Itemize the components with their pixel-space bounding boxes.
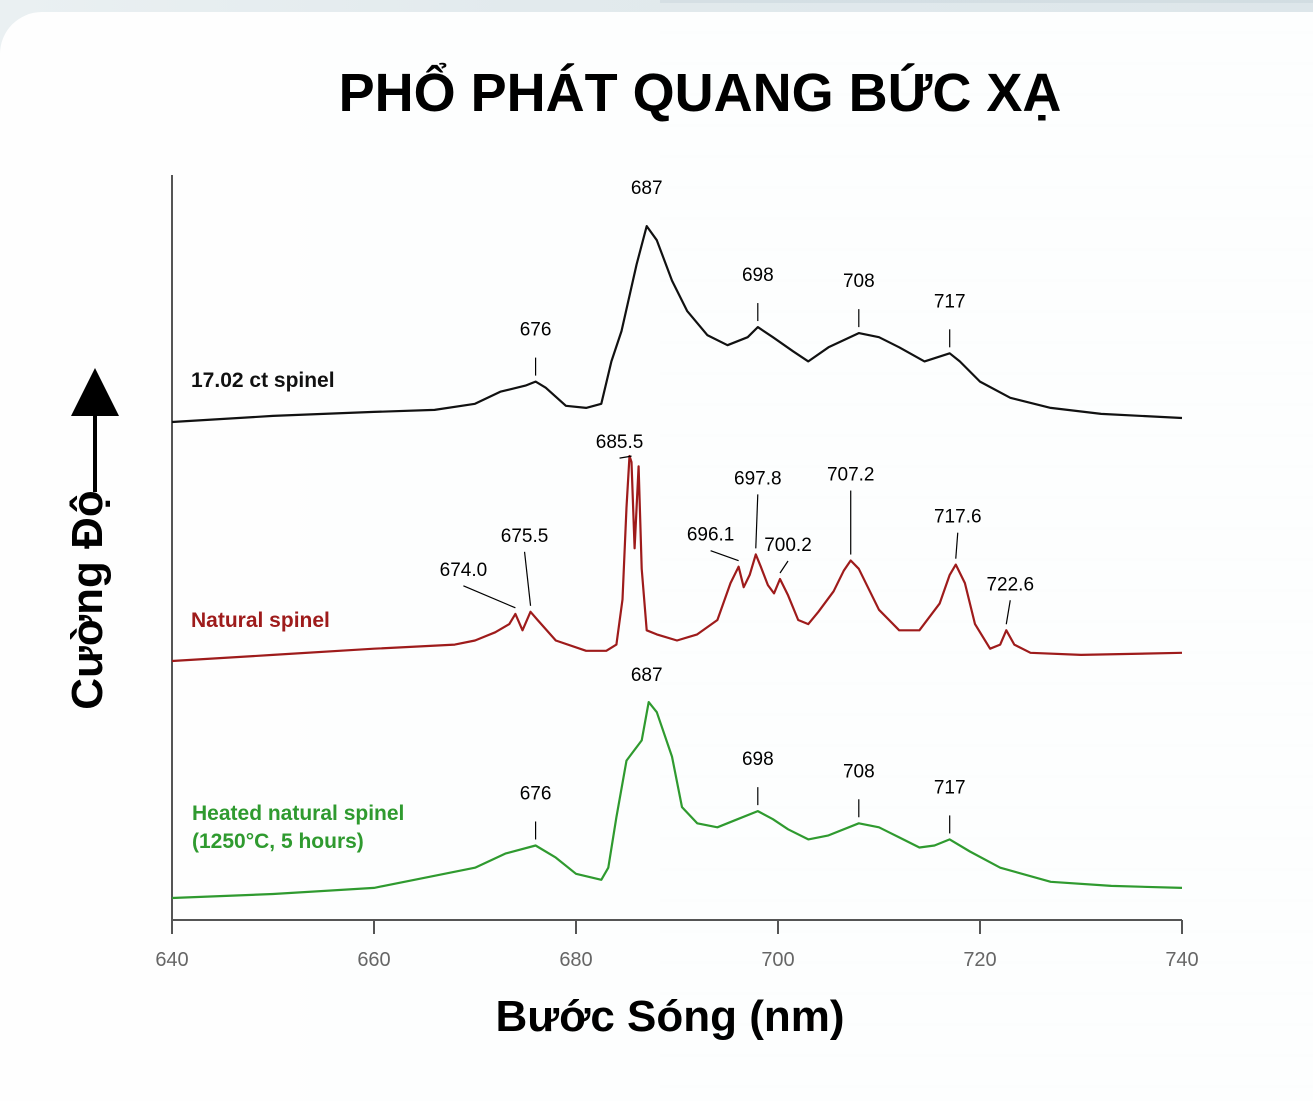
peak-label: 707.2	[827, 465, 875, 486]
peak-label: 708	[843, 271, 875, 292]
series-line	[171, 225, 1183, 424]
x-tick-label: 700	[761, 949, 794, 971]
peak-label: 717	[934, 777, 966, 798]
x-tick-label: 720	[963, 949, 996, 971]
peak-label: 676	[520, 783, 552, 804]
series-label: (1250°C, 5 hours)	[192, 830, 364, 853]
peak-label: 687	[631, 665, 663, 686]
peak-label: 675.5	[501, 526, 549, 547]
peak-label: 698	[742, 749, 774, 770]
x-tick-label: 740	[1165, 949, 1198, 971]
x-axis-label: Bước Sóng (nm)	[495, 992, 845, 1041]
peak-label: 717	[934, 291, 966, 312]
series-label: Heated natural spinel	[192, 802, 404, 825]
series-line	[171, 454, 1183, 663]
peak-leader-line	[755, 494, 759, 549]
peak-label: 696.1	[687, 525, 735, 546]
peak-label: 687	[631, 178, 663, 199]
peak-label: 700.2	[764, 535, 812, 556]
peak-label: 674.0	[440, 560, 488, 581]
peak-leader-line	[619, 455, 632, 459]
peak-label: 708	[843, 761, 875, 782]
peak-leader-line	[463, 585, 516, 609]
peak-leader-line	[955, 532, 959, 559]
peak-label: 717.6	[934, 507, 982, 528]
peak-label: 698	[742, 265, 774, 286]
peak-leader-line	[710, 550, 739, 562]
peak-leader-line	[1005, 600, 1011, 625]
peak-leader-line	[779, 560, 789, 574]
x-axis-ticks: 640 660 680 700 720 740	[155, 920, 1199, 971]
series-label: Natural spinel	[191, 609, 330, 632]
x-tick-label: 660	[357, 949, 390, 971]
series-group: 17.02 ct spinel 676 687 698 708 717 Natural sp…	[171, 178, 1183, 900]
peak-label: 697.8	[734, 468, 782, 489]
y-axis-label: Cường Độ	[63, 490, 112, 710]
peak-leader-line	[523, 551, 532, 606]
peak-label: 676	[520, 320, 552, 341]
series-label: 17.02 ct spinel	[191, 369, 335, 392]
x-tick-label: 640	[155, 949, 188, 971]
chart-title: PHỔ PHÁT QUANG BỨC XẠ	[338, 63, 1062, 123]
x-tick-label: 680	[559, 949, 592, 971]
peak-label: 685.5	[596, 432, 644, 453]
series-line	[171, 701, 1183, 900]
peak-label: 722.6	[986, 574, 1034, 595]
